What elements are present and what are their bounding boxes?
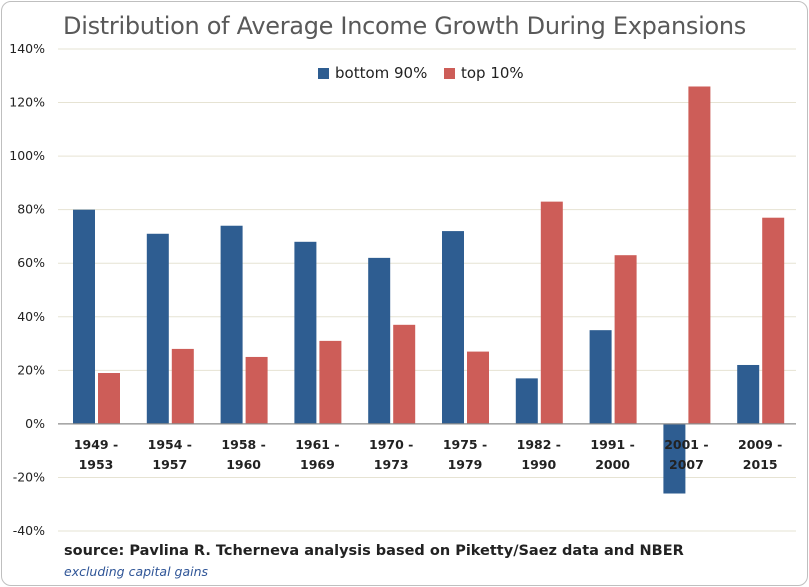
y-tick-label: -40% (13, 523, 45, 538)
chart-title: Distribution of Average Income Growth Du… (63, 12, 746, 40)
x-tick-label: 2000 (595, 457, 630, 472)
capital-gains-note: excluding capital gains (64, 564, 209, 579)
bar-top-10 (467, 351, 489, 424)
legend-item-bottom-90: bottom 90% (318, 64, 427, 82)
y-tick-label: 60% (17, 255, 45, 270)
x-tick-label: 2015 (743, 457, 778, 472)
y-tick-label: 140% (9, 41, 45, 56)
x-tick-label: 1957 (152, 457, 187, 472)
legend-swatch-top-10 (444, 67, 455, 79)
legend-item-top-10: top 10% (444, 64, 524, 82)
bar-top-10 (171, 348, 194, 424)
bar-top-10 (540, 201, 563, 424)
bar-bottom-90 (368, 257, 391, 424)
x-tick-label: 1960 (226, 457, 261, 472)
x-tick-label: 1982 - (517, 437, 561, 452)
bar-bottom-90 (146, 233, 169, 424)
bar-bottom-90 (737, 364, 760, 424)
x-tick-label: 1979 (448, 457, 483, 472)
y-tick-label: 80% (17, 202, 45, 217)
bar-top-10 (762, 217, 785, 424)
bar-bottom-90 (442, 231, 464, 424)
bar-top-10 (319, 340, 342, 424)
bar-top-10 (393, 324, 416, 424)
y-tick-label: -20% (13, 469, 45, 484)
y-tick-label: 0% (25, 416, 45, 431)
bar-top-10 (688, 86, 711, 424)
legend-swatch-bottom-90 (318, 67, 329, 79)
legend-label-bottom-90: bottom 90% (335, 64, 428, 82)
x-tick-label: 1973 (374, 457, 409, 472)
x-tick-label: 1975 - (443, 437, 487, 452)
bar-bottom-90 (220, 225, 243, 424)
bar-bottom-90 (294, 241, 317, 424)
x-tick-label: 2001 - (664, 437, 708, 452)
x-tick-label: 2007 (669, 457, 704, 472)
legend-label-top-10: top 10% (461, 64, 524, 82)
x-tick-label: 1954 - (148, 437, 192, 452)
x-tick-label: 2009 - (738, 437, 782, 452)
x-tick-label: 1990 (521, 457, 556, 472)
bar-bottom-90 (73, 209, 95, 424)
x-tick-label: 1991 - (590, 437, 634, 452)
x-tick-label: 1970 - (369, 437, 413, 452)
y-tick-label: 20% (17, 362, 45, 377)
bar-bottom-90 (515, 378, 538, 424)
x-tick-label: 1949 - (74, 437, 118, 452)
x-tick-label: 1953 (79, 457, 114, 472)
x-tick-label: 1958 - (221, 437, 265, 452)
x-tick-label: 1969 (300, 457, 335, 472)
y-tick-label: 120% (9, 95, 45, 110)
bar-bottom-90 (589, 330, 612, 424)
bar-top-10 (245, 356, 268, 424)
y-tick-label: 100% (9, 148, 45, 163)
x-tick-label: 1961 - (295, 437, 339, 452)
chart-legend: bottom 90% top 10% (0, 64, 809, 86)
bar-bottom-90 (663, 423, 686, 494)
bar-top-10 (614, 255, 637, 424)
y-tick-label: 40% (17, 309, 45, 324)
source-note: source: Pavlina R. Tcherneva analysis ba… (64, 543, 684, 559)
bar-top-10 (98, 373, 120, 424)
